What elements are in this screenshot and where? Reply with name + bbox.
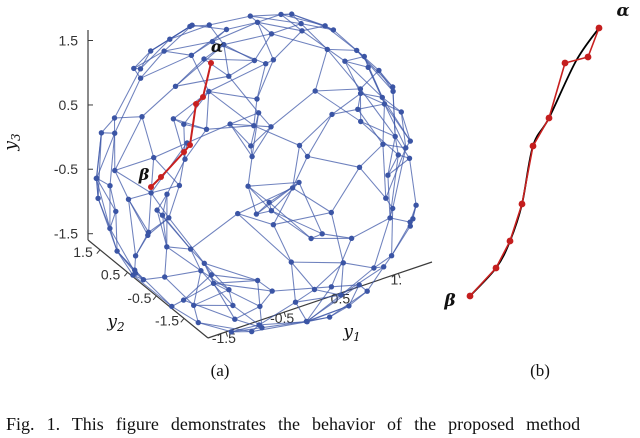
svg-text:1.5: 1.5	[59, 33, 79, 49]
piecewise-path	[469, 27, 600, 297]
plot-3d-sphere-graph: 1.50.5-0.5-1.51.50.5-0.5-1.5-1.5-0.50.51…	[1, 11, 433, 346]
graph-edges	[95, 13, 417, 333]
axis-label-y2: y2	[106, 312, 124, 334]
svg-text:-0.5: -0.5	[54, 161, 78, 177]
smooth-curve	[469, 27, 600, 297]
subcaption-a: (a)	[210, 361, 230, 380]
svg-text:-0.5: -0.5	[127, 290, 151, 306]
subcaption-b: (b)	[530, 361, 550, 380]
svg-text:1.5: 1.5	[73, 244, 93, 260]
alpha-label-b: α	[616, 1, 629, 21]
z-tick-labels: 1.5 0.5 -0.5 -1.5	[54, 33, 93, 242]
highlighted-path	[148, 60, 214, 190]
svg-text:0.5: 0.5	[59, 97, 79, 113]
svg-text:-1.5: -1.5	[54, 226, 78, 242]
axis-label-y1: y1	[342, 322, 360, 344]
beta-label-a: β	[138, 165, 150, 184]
x-tick-labels: -1.5-0.50.51.	[212, 271, 402, 346]
plot-geodesic-curve: αβ	[443, 1, 629, 311]
alpha-label-a: α	[211, 37, 223, 56]
beta-label-b: β	[443, 291, 455, 311]
axis-label-y3: y3	[1, 133, 23, 152]
svg-text:0.5: 0.5	[101, 266, 121, 282]
graph-nodes	[93, 11, 419, 335]
path-dots	[466, 24, 603, 300]
svg-text:-1.5: -1.5	[155, 312, 179, 328]
figure-caption: Fig. 1. This figure demonstrates the beh…	[6, 414, 581, 434]
svg-text:1.: 1.	[391, 271, 403, 287]
y-tick-labels: 1.5 0.5 -0.5-1.5	[73, 244, 185, 328]
